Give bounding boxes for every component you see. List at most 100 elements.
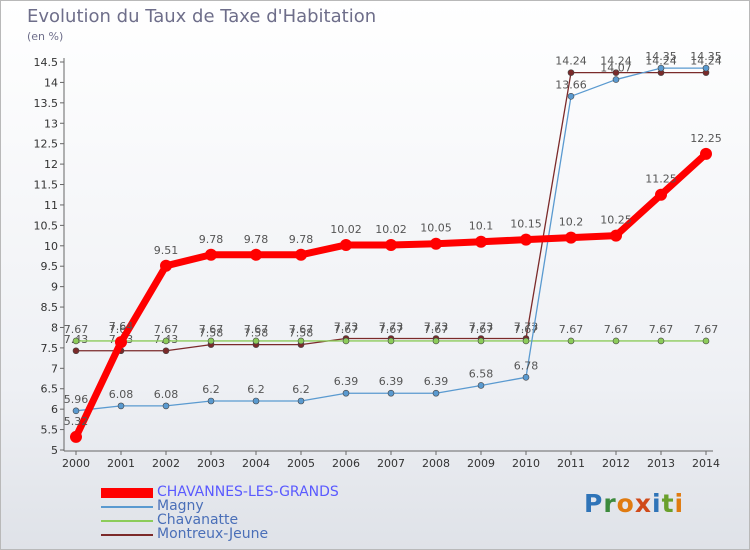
data-label-chavannes-les-grands: 10.02: [375, 223, 407, 236]
data-point-chavanatte: [522, 337, 530, 345]
logo-letter: r: [603, 489, 617, 518]
data-point-magny: [567, 93, 575, 100]
x-tick-label: 2008: [422, 457, 450, 470]
data-point-chavannes-les-grands: [70, 430, 82, 443]
logo-letter: P: [584, 489, 604, 518]
x-tick-label: 2003: [197, 457, 225, 470]
legend-swatch: [101, 520, 153, 522]
y-tick-label: 12: [44, 158, 58, 171]
data-point-chavanatte: [162, 337, 170, 345]
data-point-chavannes-les-grands: [340, 238, 352, 251]
data-label-montreux-jeune: 7.73: [514, 321, 539, 334]
data-point-magny: [252, 397, 260, 405]
x-tick-label: 2002: [152, 457, 180, 470]
legend-swatch: [101, 534, 153, 536]
data-point-montreux-jeune: [72, 347, 80, 355]
data-label-chavanatte: 7.67: [289, 323, 314, 336]
data-point-magny: [657, 64, 665, 72]
data-label-chavannes-les-grands: 10.05: [420, 222, 452, 235]
x-tick-label: 2005: [287, 457, 315, 470]
data-label-montreux-jeune: 14.24: [600, 55, 632, 68]
data-label-magny: 13.66: [555, 78, 587, 91]
y-tick-label: 9: [51, 281, 58, 294]
data-point-chavanatte: [567, 337, 575, 345]
data-label-chavanatte: 7.67: [559, 323, 584, 336]
data-label-chavanatte: 7.67: [694, 323, 719, 336]
x-tick-label: 2014: [692, 457, 720, 470]
data-point-chavannes-les-grands: [295, 248, 307, 261]
data-label-chavannes-les-grands: 9.78: [244, 233, 269, 246]
data-point-montreux-jeune: [162, 347, 170, 355]
data-label-chavanatte: 7.67: [469, 323, 494, 336]
data-label-chavannes-les-grands: 9.78: [199, 233, 224, 246]
legend-label: Chavanatte: [157, 512, 239, 528]
data-point-magny: [612, 76, 620, 83]
data-point-chavanatte: [72, 337, 80, 345]
y-tick-label: 11: [44, 199, 58, 212]
x-tick-label: 2009: [467, 457, 495, 470]
data-point-chavanatte: [432, 337, 440, 345]
data-point-chavannes-les-grands: [655, 188, 667, 201]
data-point-chavannes-les-grands: [700, 147, 712, 160]
y-tick-label: 8.5: [41, 301, 59, 314]
data-label-chavanatte: 7.67: [424, 323, 449, 336]
y-tick-label: 14: [44, 76, 58, 89]
data-label-montreux-jeune: 14.24: [690, 55, 722, 68]
data-label-chavannes-les-grands: 10.25: [600, 214, 632, 227]
data-point-magny: [522, 374, 530, 381]
logo-letter: i: [652, 489, 662, 518]
logo-letter: t: [661, 489, 675, 518]
data-point-chavanatte: [612, 337, 620, 345]
data-point-chavannes-les-grands: [385, 238, 397, 251]
y-tick-label: 5: [51, 444, 58, 457]
data-label-montreux-jeune: 7.73: [469, 321, 494, 334]
data-label-montreux-jeune: 14.24: [645, 55, 677, 68]
data-label-chavannes-les-grands: 7.64: [109, 320, 134, 333]
data-label-chavannes-les-grands: 12.25: [690, 132, 722, 145]
data-label-chavanatte: 7.67: [154, 323, 179, 336]
legend-label: Magny: [157, 498, 204, 514]
data-label-chavanatte: 7.67: [649, 323, 674, 336]
y-tick-label: 7.5: [41, 342, 59, 355]
data-label-magny: 6.08: [109, 388, 134, 401]
data-point-chavannes-les-grands: [430, 237, 442, 250]
data-label-chavannes-les-grands: 10.15: [510, 218, 542, 231]
data-point-chavanatte: [252, 337, 260, 345]
data-point-magny: [72, 407, 80, 415]
chart-unit: (en %): [27, 30, 64, 43]
data-label-magny: 6.78: [514, 359, 539, 372]
data-label-montreux-jeune: 7.58: [244, 327, 269, 340]
data-point-magny: [432, 389, 440, 397]
data-point-magny: [387, 389, 395, 397]
y-tick-label: 12.5: [34, 138, 59, 151]
data-point-chavanatte: [207, 337, 215, 345]
data-label-magny: 6.39: [424, 375, 449, 388]
data-label-magny: 6.2: [202, 383, 220, 396]
y-tick-label: 10: [44, 240, 58, 253]
data-point-chavannes-les-grands: [475, 235, 487, 248]
series-line-montreux-jeune: [75, 71, 707, 352]
y-tick-label: 6.5: [41, 383, 59, 396]
y-tick-label: 13: [44, 117, 58, 130]
legend-swatch: [101, 506, 153, 508]
data-label-magny: 14.07: [600, 62, 632, 75]
data-label-chavanatte: 7.67: [199, 323, 224, 336]
x-tick-label: 2000: [62, 457, 90, 470]
data-label-chavannes-les-grands: 9.51: [154, 244, 179, 257]
x-tick-label: 2010: [512, 457, 540, 470]
data-point-magny: [477, 382, 485, 389]
data-label-chavannes-les-grands: 10.02: [330, 223, 362, 236]
data-label-chavannes-les-grands: 10.1: [469, 220, 494, 233]
data-point-magny: [297, 397, 305, 405]
data-label-montreux-jeune: 14.24: [555, 55, 587, 68]
data-label-chavannes-les-grands: 10.2: [559, 216, 584, 229]
data-point-montreux-jeune: [612, 69, 620, 76]
data-point-magny: [162, 402, 170, 410]
x-tick-label: 2007: [377, 457, 405, 470]
data-label-magny: 14.35: [645, 50, 677, 63]
data-point-chavannes-les-grands: [115, 336, 127, 349]
logo-letter: i: [674, 489, 685, 518]
y-tick-label: 8: [51, 321, 58, 334]
data-point-magny: [207, 397, 215, 405]
